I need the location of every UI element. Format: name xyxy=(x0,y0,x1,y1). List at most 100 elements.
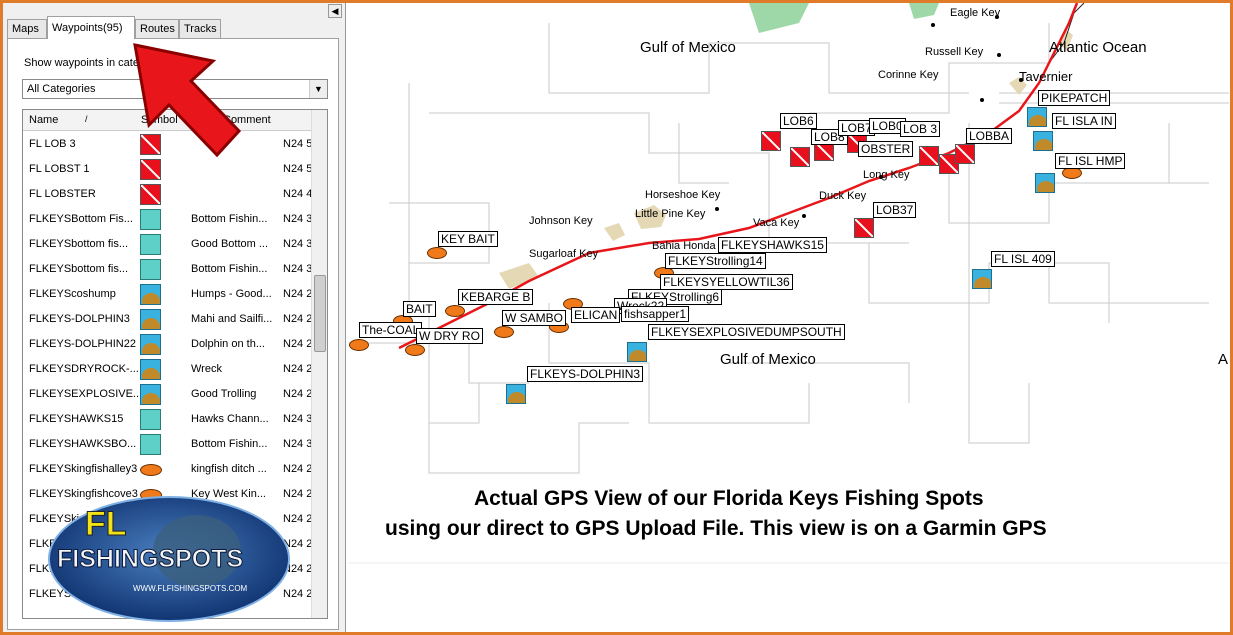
fish-marker[interactable] xyxy=(445,305,465,317)
waypoint-position: N24 2 xyxy=(283,588,313,600)
waypoint-row[interactable]: FLKEYSkingfishcove3 Key West Kin... N24 2 xyxy=(23,482,313,507)
category-value: All Categories xyxy=(27,83,96,95)
hump-marker[interactable] xyxy=(972,269,992,289)
waypoint-label[interactable]: OBSTER xyxy=(858,141,914,157)
waypoint-label[interactable]: LOB0 xyxy=(869,118,906,134)
column-comment[interactable]: Comment xyxy=(223,114,271,126)
waypoint-row[interactable]: FLKEYS-DOLPHIN22 Dolphin on th... N24 2 xyxy=(23,332,313,357)
waypoint-row[interactable]: FLKEYSEXPLOSIVE... Good Trolling N24 2 xyxy=(23,382,313,407)
tab-routes[interactable]: Routes xyxy=(135,19,179,38)
waypoint-row[interactable]: FLKEYSbottom fis... Bottom Fishin... N24 3 xyxy=(23,257,313,282)
waypoint-comment: Bottom Fishin... xyxy=(191,263,268,275)
hump-marker[interactable] xyxy=(1033,131,1053,151)
fish-marker[interactable] xyxy=(494,326,514,338)
map-canvas xyxy=(349,3,1229,564)
waypoint-label[interactable]: ELICAN xyxy=(571,307,621,323)
waypoint-row[interactable]: FLKEYSkingfishalley3 kingfish ditch ... N2… xyxy=(23,457,313,482)
waypoint-row[interactable]: FL LOBST 1 N24 5 xyxy=(23,157,313,182)
hump-icon xyxy=(140,334,161,355)
hump-icon xyxy=(140,384,161,405)
waypoint-position: N24 3 xyxy=(283,413,313,425)
sort-icon: / xyxy=(85,114,88,124)
waypoint-name: FLKEYScoshump xyxy=(29,288,116,300)
waypoint-label[interactable]: FLKEYS-DOLPHIN3 xyxy=(527,366,644,382)
fl-fishingspots-logo: FL FISHINGSPOTS WWW.FLFISHINGSPOTS.COM xyxy=(48,496,290,622)
dive-flag-marker[interactable] xyxy=(955,144,975,164)
waypoint-row[interactable]: FL LOB 3 N24 5 xyxy=(23,132,313,157)
waypoint-row[interactable]: FLKEYScoshump Humps - Good... N24 2 xyxy=(23,282,313,307)
waypoint-label[interactable]: BAIT xyxy=(403,301,436,317)
place-russell-key: Russell Key xyxy=(925,46,984,58)
waypoint-label[interactable]: FL ISL HMP xyxy=(1055,153,1126,169)
waypoint-label[interactable]: FLKEYSHAWKS15 xyxy=(718,237,827,253)
waypoint-label[interactable]: LOB6 xyxy=(780,113,817,129)
waypoint-position: N24 2 xyxy=(283,388,313,400)
tab-waypoints[interactable]: Waypoints(95) xyxy=(47,16,135,39)
tab-tracks[interactable]: Tracks xyxy=(179,19,221,38)
water-label-cut: A xyxy=(1218,351,1229,368)
waypoint-label[interactable]: KEY BAIT xyxy=(438,231,498,247)
waypoint-label[interactable]: LOB 3 xyxy=(900,121,941,137)
dive-flag-marker[interactable] xyxy=(939,154,959,174)
tab-maps[interactable]: Maps xyxy=(7,19,47,38)
hump-marker[interactable] xyxy=(1027,107,1047,127)
collapse-arrow-icon[interactable]: ◀ xyxy=(328,4,342,18)
waypoint-row[interactable]: FLKEYSHAWKS15 Hawks Chann... N24 3 xyxy=(23,407,313,432)
hump-marker[interactable] xyxy=(1035,173,1055,193)
column-name[interactable]: Name xyxy=(29,114,59,126)
dropdown-arrow-icon[interactable]: ▼ xyxy=(309,80,327,98)
waypoint-position: N24 2 xyxy=(283,338,313,350)
waypoint-comment: kingfish ditch ... xyxy=(191,463,267,475)
dive-flag-marker[interactable] xyxy=(761,131,781,151)
dive-flag-icon xyxy=(140,159,161,180)
waypoint-name: FLKEYSbottom fis... xyxy=(29,263,129,275)
waypoint-row[interactable]: FLKEYSbottom fis... Good Bottom ... N24 3 xyxy=(23,232,313,257)
waypoint-label[interactable]: FLKEYSEXPLOSIVEDUMPSOUTH xyxy=(648,324,845,340)
place-little-pine-key: Little Pine Key xyxy=(635,208,706,220)
waypoint-row[interactable]: FLKEYSDRYROCK-... Wreck N24 2 xyxy=(23,357,313,382)
waypoint-name: FLKEYSbottom fis... xyxy=(29,238,129,250)
waypoint-position: N24 4 xyxy=(283,188,313,200)
map-view[interactable]: Eagle Key Russell Key Corinne Key Tavern… xyxy=(349,3,1230,632)
waypoint-label[interactable]: FLKEYSYELLOWTIL36 xyxy=(660,274,793,290)
scrollbar-thumb[interactable] xyxy=(314,275,326,352)
logo-url: WWW.FLFISHINGSPOTS.COM xyxy=(133,584,248,593)
waypoint-position: N24 2 xyxy=(283,538,313,550)
hump-icon xyxy=(140,359,161,380)
waypoint-label[interactable]: The-COAL xyxy=(359,322,423,338)
fish-marker[interactable] xyxy=(349,339,369,351)
waypoint-name: FLKEYSEXPLOSIVE... xyxy=(29,388,143,400)
waypoint-row[interactable]: FLKEYS-DOLPHIN3 Mahi and Sailfi... N24 2 xyxy=(23,307,313,332)
waypoint-label[interactable]: FLKEYStrolling14 xyxy=(665,253,766,269)
waypoint-comment: Hawks Chann... xyxy=(191,413,269,425)
waypoint-label[interactable]: FL ISL 409 xyxy=(991,251,1055,267)
waypoint-row[interactable]: FL LOBSTER N24 4 xyxy=(23,182,313,207)
list-scrollbar[interactable] xyxy=(311,110,327,618)
waypoint-label[interactable]: W SAMBO xyxy=(502,310,567,326)
waypoint-label[interactable]: PIKEPATCH xyxy=(1038,90,1111,106)
place-horseshoe-key: Horseshoe Key xyxy=(645,189,721,201)
waypoint-label[interactable]: KEBARGE B xyxy=(458,289,534,305)
place-sugarloaf-key: Sugarloaf Key xyxy=(529,248,599,260)
waypoint-row[interactable]: FLKEYSHAWKSBO... Bottom Fishin... N24 3 xyxy=(23,432,313,457)
waypoint-label[interactable]: W DRY RO xyxy=(416,328,483,344)
hump-marker[interactable] xyxy=(627,342,647,362)
waypoint-comment: Bottom Fishin... xyxy=(191,213,268,225)
fish-marker[interactable] xyxy=(427,247,447,259)
dive-flag-marker[interactable] xyxy=(790,147,810,167)
waypoint-name: FL LOBSTER xyxy=(29,188,96,200)
dive-flag-marker[interactable] xyxy=(919,146,939,166)
hump-marker[interactable] xyxy=(506,384,526,404)
waypoint-label[interactable]: LOBBA xyxy=(966,128,1013,144)
waypoint-position: N24 2 xyxy=(283,463,313,475)
waypoint-label[interactable]: LOB8 xyxy=(811,129,848,145)
water-atlantic-ocean: Atlantic Ocean xyxy=(1049,39,1147,56)
fish-icon xyxy=(140,464,162,476)
waypoint-row[interactable]: FLKEYSBottom Fis... Bottom Fishin... N24 3 xyxy=(23,207,313,232)
waypoint-label[interactable]: fishsapper1 xyxy=(621,306,690,322)
fish-marker[interactable] xyxy=(405,344,425,356)
water-gulf-of-mexico-north: Gulf of Mexico xyxy=(640,39,736,56)
waypoint-label[interactable]: LOB37 xyxy=(873,202,917,218)
waypoint-label[interactable]: FL ISLA IN xyxy=(1052,113,1116,129)
dive-flag-marker[interactable] xyxy=(854,218,874,238)
